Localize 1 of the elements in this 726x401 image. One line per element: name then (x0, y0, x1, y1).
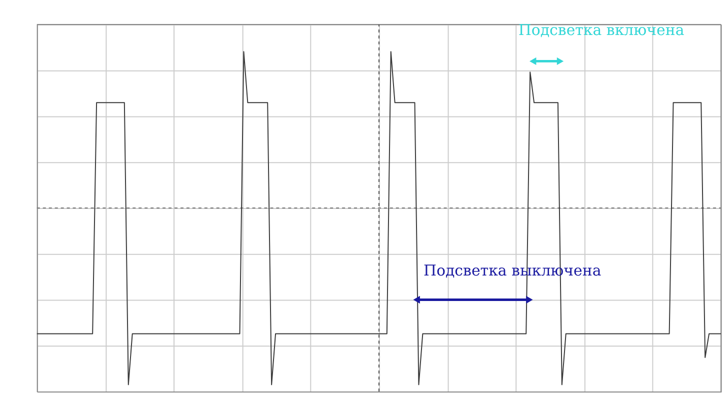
text: Подсветка включена (518, 20, 684, 39)
